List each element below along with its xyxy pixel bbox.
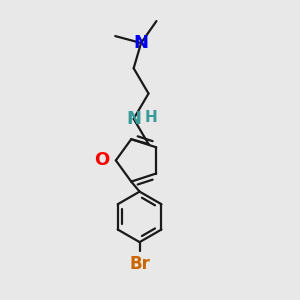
Text: O: O (94, 152, 110, 169)
Text: H: H (145, 110, 158, 125)
Text: Br: Br (129, 255, 150, 273)
Text: N: N (126, 110, 141, 128)
Text: N: N (134, 34, 148, 52)
